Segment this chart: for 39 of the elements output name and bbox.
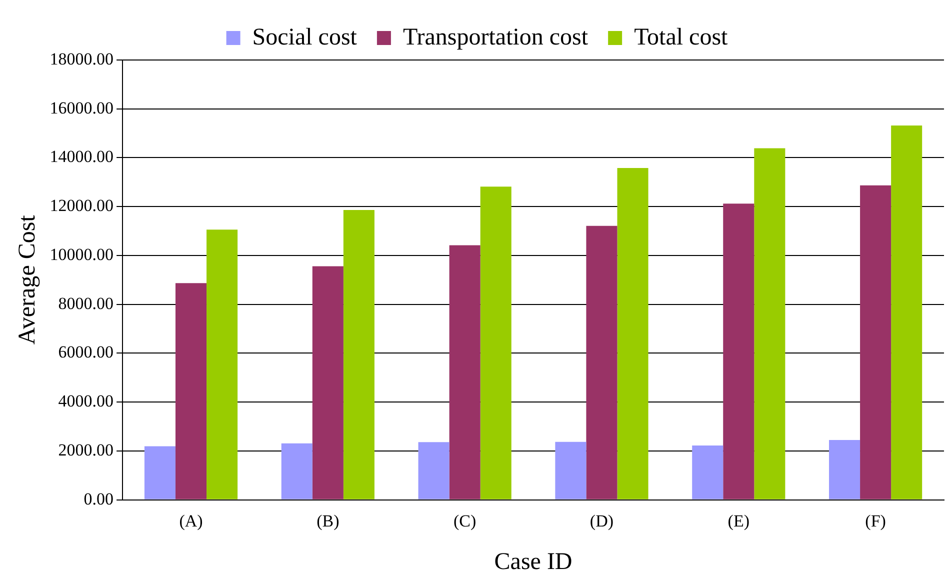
y-tick-label: 6000.00 [58, 342, 114, 362]
bar [312, 266, 344, 500]
y-tick-label: 4000.00 [58, 392, 114, 411]
x-tick-label: (A) [179, 511, 203, 530]
x-tick-label: (B) [316, 511, 340, 530]
y-tick-label: 8000.00 [58, 294, 114, 313]
bar [860, 185, 892, 500]
y-tick-label: 18000.00 [50, 49, 114, 68]
bar [343, 210, 374, 500]
x-tick-label: (E) [728, 511, 750, 530]
y-axis-title: Average Cost [14, 214, 41, 345]
y-tick-label: 0.00 [84, 489, 114, 508]
bar [206, 230, 238, 500]
bar [891, 125, 922, 500]
y-tick-label: 14000.00 [50, 147, 114, 166]
bar [692, 446, 724, 500]
legend-label: Transportation cost [402, 24, 588, 50]
x-axis-title: Case ID [494, 548, 572, 575]
x-tick-label: (F) [865, 511, 886, 530]
bar [175, 283, 207, 500]
bar [480, 186, 512, 500]
bar [723, 204, 754, 500]
bar [449, 245, 480, 500]
bar [418, 442, 450, 500]
y-tick-label: 10000.00 [50, 244, 114, 264]
bar [828, 440, 860, 500]
y-tick-label: 2000.00 [58, 440, 114, 460]
bar [586, 226, 618, 500]
x-tick-label: (D) [590, 511, 614, 530]
bar [754, 148, 786, 500]
legend-label: Social cost [252, 24, 358, 50]
x-tick-label: (C) [453, 511, 476, 530]
bar [617, 168, 648, 500]
bar [281, 443, 312, 500]
legend-label: Total cost [634, 24, 728, 50]
y-tick-label: 12000.00 [50, 196, 114, 216]
y-tick-label: 16000.00 [50, 98, 114, 118]
bar [555, 442, 586, 500]
bar [144, 446, 176, 500]
